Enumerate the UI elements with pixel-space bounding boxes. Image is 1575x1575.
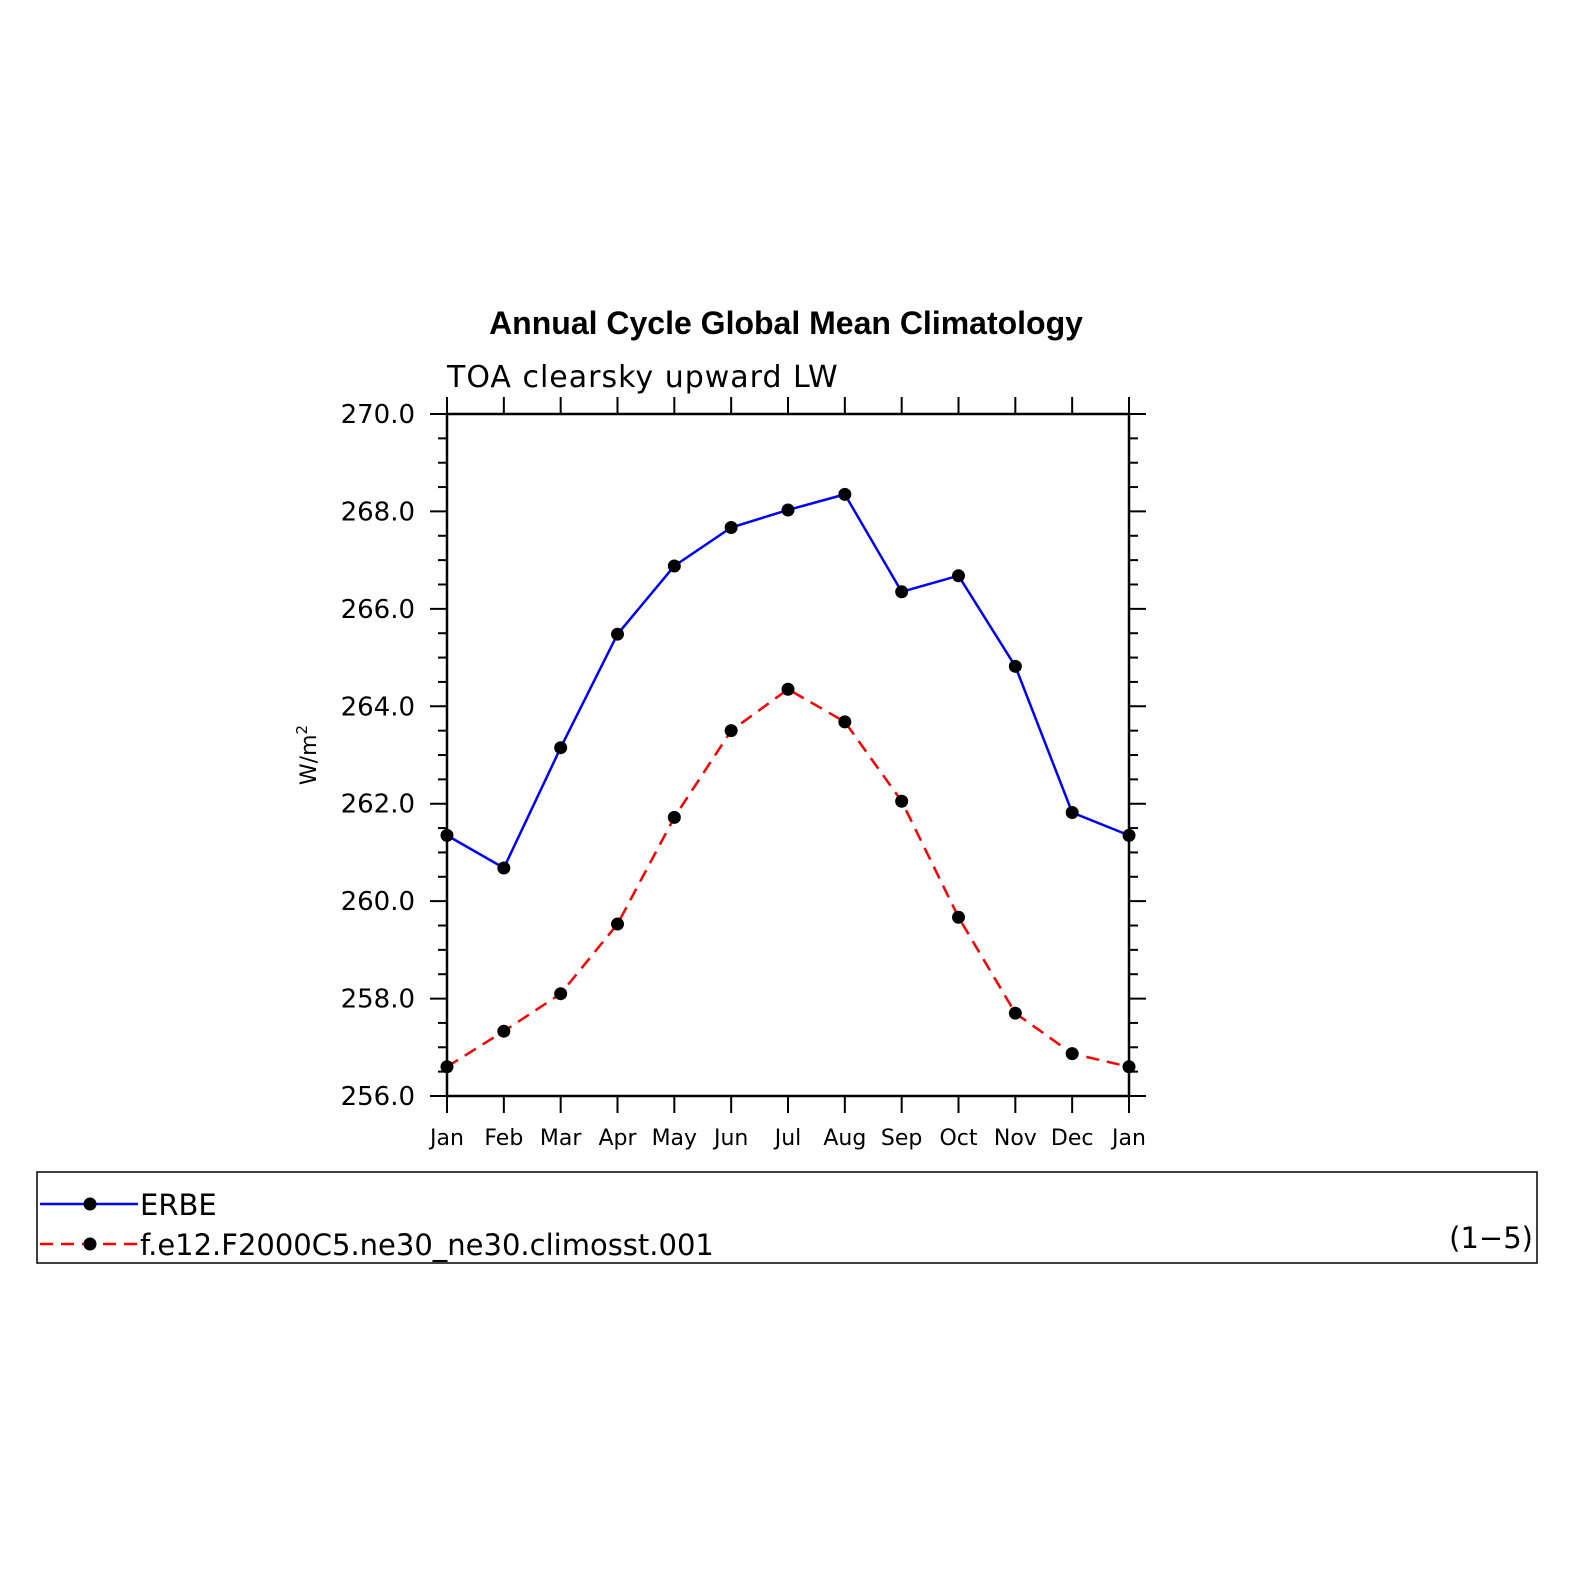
x-tick-label: Jul <box>773 1126 802 1151</box>
series-2-point <box>440 1060 454 1074</box>
series-1-point <box>1122 828 1136 842</box>
y-tick-label: 264.0 <box>341 692 415 722</box>
legend-note: (1−5) <box>1449 1221 1533 1255</box>
series-1-point <box>667 559 681 573</box>
series-2-point <box>724 724 738 738</box>
series-1-point <box>611 627 624 641</box>
y-tick-label: 268.0 <box>341 497 415 527</box>
series-2-point <box>1122 1060 1136 1074</box>
series-2-point <box>952 910 965 924</box>
series-layer <box>440 487 1136 1074</box>
legend-marker-2 <box>83 1237 97 1251</box>
series-2-point <box>611 917 624 931</box>
series-1-point <box>781 503 795 517</box>
series-1-point <box>1065 805 1079 819</box>
y-tick-label: 256.0 <box>341 1082 415 1112</box>
series-2-point <box>838 715 852 729</box>
legend-label-1: ERBE <box>140 1188 217 1222</box>
chart-title: Annual Cycle Global Mean Climatology <box>489 305 1083 341</box>
x-tick-labels: Jan Feb Mar Apr May Jun Jul Aug Sep Oct Nov Dec Jan <box>428 1126 1146 1151</box>
y-axis-label: W/m2 <box>293 725 322 785</box>
series-1-point <box>838 487 852 501</box>
series-2-point <box>1065 1047 1079 1061</box>
x-tick-label: Apr <box>598 1126 637 1151</box>
series-2-point <box>781 682 795 696</box>
series-1-point <box>952 569 965 583</box>
plot-axes <box>430 397 1146 1113</box>
series-1-point <box>895 585 909 599</box>
x-tick-label: Dec <box>1051 1126 1094 1151</box>
y-tick-label: 258.0 <box>341 985 415 1015</box>
y-tick-label: 260.0 <box>341 887 415 917</box>
x-tick-label: Sep <box>881 1126 922 1151</box>
series-line-2 <box>446 687 1130 1068</box>
x-tick-label: Feb <box>484 1126 523 1151</box>
chart-subtitle: TOA clearsky upward LW <box>446 360 839 395</box>
x-tick-label: Jan <box>428 1126 464 1151</box>
series-2-point <box>895 794 909 808</box>
x-tick-label: Oct <box>939 1126 977 1151</box>
series-line-1 <box>446 492 1130 870</box>
x-tick-label: Jan <box>1110 1126 1146 1151</box>
series-2-point <box>554 987 568 1001</box>
y-tick-label: 262.0 <box>341 790 415 820</box>
series-2-point <box>667 810 681 824</box>
x-tick-label: Aug <box>823 1126 866 1151</box>
series-1-point <box>440 828 454 842</box>
series-1-point <box>1008 659 1022 673</box>
legend-marker-1 <box>83 1197 97 1211</box>
y-tick-labels: 256.0 258.0 260.0 262.0 264.0 266.0 268.0 270.0 <box>341 400 415 1112</box>
legend: ERBE f.e12.F2000C5.ne30_ne30.climosst.001… <box>36 1171 1538 1264</box>
y-tick-label: 270.0 <box>341 400 415 430</box>
legend-items: ERBE f.e12.F2000C5.ne30_ne30.climosst.001 <box>40 1188 714 1262</box>
legend-label-2: f.e12.F2000C5.ne30_ne30.climosst.001 <box>140 1228 714 1262</box>
series-2-point <box>497 1024 511 1038</box>
x-tick-label: Nov <box>994 1126 1037 1151</box>
y-tick-label: 266.0 <box>341 595 415 625</box>
series-2-point <box>1008 1006 1022 1020</box>
y-axis-label-exponent: 2 <box>293 725 311 735</box>
x-tick-label: Mar <box>540 1126 582 1151</box>
legend-box <box>36 1171 1538 1264</box>
x-tick-label: May <box>652 1126 697 1151</box>
x-tick-label: Jun <box>712 1126 748 1151</box>
y-axis-label-unit: W/m <box>297 734 322 785</box>
series-1-point <box>497 861 511 875</box>
series-1-point <box>554 741 568 755</box>
series-1-point <box>724 521 738 535</box>
